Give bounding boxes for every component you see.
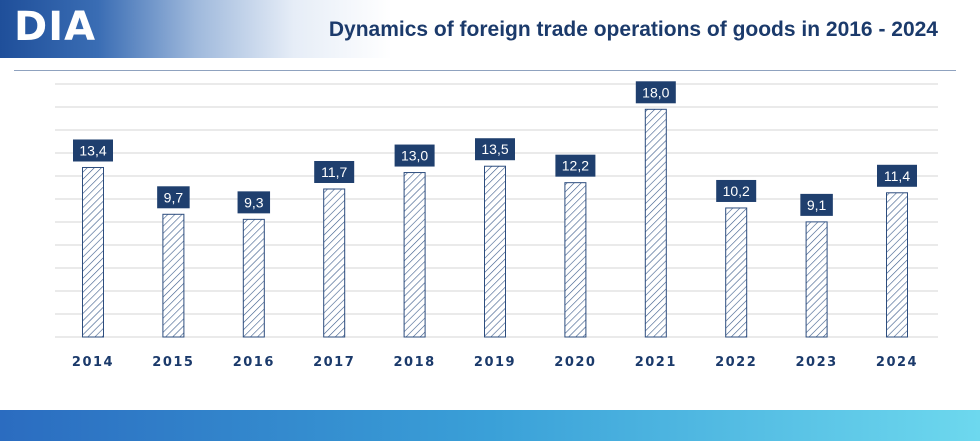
value-label-text: 18,0: [642, 84, 669, 100]
bar-2020: [564, 182, 587, 338]
value-label-text: 10,2: [723, 183, 750, 199]
bar-2021: [644, 108, 667, 338]
value-label-text: 13,4: [79, 142, 106, 158]
value-label-box: [800, 193, 833, 216]
x-tick-2017: 2017: [313, 355, 355, 370]
x-tick-2018: 2018: [394, 355, 436, 370]
x-tick-2020: 2020: [554, 355, 596, 370]
footer-band: [0, 410, 980, 441]
dia-logo: DIA: [14, 4, 97, 50]
bar-2024: [886, 192, 908, 338]
x-tick-2024: 2024: [876, 355, 918, 370]
value-label-box: [475, 138, 515, 161]
x-tick-2022: 2022: [715, 355, 757, 370]
value-label-box: [237, 191, 271, 214]
bar-2015: [162, 213, 185, 338]
value-label-2015: 9,7: [157, 186, 190, 209]
bar-2017: [323, 188, 346, 338]
value-label-box: [157, 186, 190, 209]
value-label-box: [555, 154, 596, 177]
value-label-box: [877, 164, 917, 187]
value-label-2023: 9,1: [800, 193, 833, 216]
value-label-text: 11,7: [321, 164, 347, 180]
value-label-text: 13,0: [401, 148, 428, 164]
value-label-2016: 9,3: [237, 191, 271, 214]
bar-2016: [242, 218, 265, 338]
value-label-text: 12,2: [562, 158, 589, 174]
value-labels: 13,4 9,7 9,3 11,7 13,0 13,5 12,2 18,0 10,2 9,1 11,…: [73, 81, 917, 216]
x-tick-2019: 2019: [474, 355, 516, 370]
value-label-text: 9,3: [244, 194, 264, 210]
x-tick-2021: 2021: [635, 355, 677, 370]
header-banner: DIA Dynamics of foreign trade operations…: [0, 0, 980, 58]
value-label-2021: 18,0: [635, 81, 676, 104]
bar-2018: [403, 172, 426, 338]
value-label-text: 9,7: [164, 189, 184, 205]
value-label-text: 13,5: [481, 141, 508, 157]
x-tick-2016: 2016: [233, 355, 275, 370]
bar-2019: [484, 165, 506, 338]
value-label-box: [73, 139, 113, 162]
bar-2014: [82, 166, 104, 338]
value-label-text: 9,1: [807, 197, 827, 213]
value-label-box: [716, 179, 757, 202]
value-label-box: [635, 81, 676, 104]
bar-2022: [725, 207, 748, 338]
chart-title: Dynamics of foreign trade operations of …: [328, 18, 938, 41]
value-label-2018: 13,0: [394, 144, 435, 167]
value-label-text: 11,4: [884, 168, 910, 184]
value-label-2019: 13,5: [475, 138, 515, 161]
x-axis-ticks: 2014 2015 2016 2017 2018 2019 2020 2021 2022 2023…: [72, 355, 918, 370]
x-tick-2014: 2014: [72, 355, 114, 370]
value-label-box: [314, 160, 355, 183]
value-label-2020: 12,2: [555, 154, 596, 177]
x-tick-2023: 2023: [796, 355, 838, 370]
value-label-2022: 10,2: [716, 179, 757, 202]
bar-2023: [805, 221, 828, 338]
x-tick-2015: 2015: [152, 355, 194, 370]
value-label-2017: 11,7: [314, 160, 355, 183]
bars: [82, 108, 908, 338]
value-label-box: [394, 144, 435, 167]
title-divider: [14, 70, 956, 71]
value-label-2014: 13,4: [73, 139, 113, 162]
value-label-2024: 11,4: [877, 164, 917, 187]
